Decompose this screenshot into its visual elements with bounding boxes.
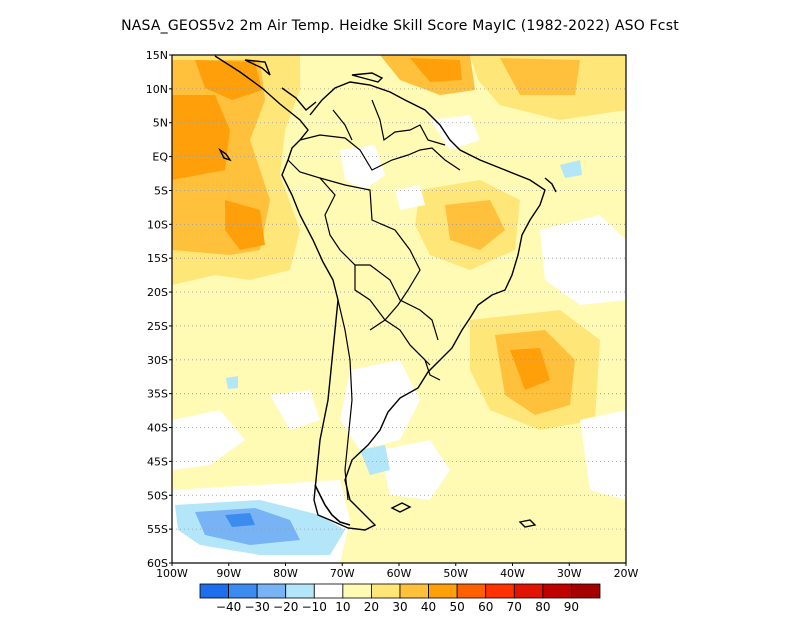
latitude-labels: 15N 10N 5N EQ 5S 10S 15S 20S 25S 30S 35S 40S 45S 50S 5… xyxy=(146,49,172,570)
lat-label: 35S xyxy=(147,388,168,401)
colorbar-swatch xyxy=(571,583,601,599)
longitude-labels: 100W 90W 80W 70W 60W 50W 40W 30W 20W xyxy=(156,563,639,580)
colorbar-swatch xyxy=(485,583,515,599)
lon-label: 90W xyxy=(216,567,241,580)
colorbar-swatch xyxy=(428,583,458,599)
lat-label: 10N xyxy=(146,83,168,96)
map-title: NASA_GEOS5v2 2m Air Temp. Heidke Skill S… xyxy=(121,18,679,34)
lat-label: 10S xyxy=(147,218,168,231)
lon-label: 40W xyxy=(500,567,525,580)
colorbar-swatch xyxy=(256,583,287,599)
lat-label: 15N xyxy=(146,49,168,62)
lon-label: 80W xyxy=(273,567,298,580)
lon-label: 70W xyxy=(330,567,355,580)
skill-score-field xyxy=(172,55,626,563)
lat-label: 40S xyxy=(147,422,168,435)
colorbar-swatch xyxy=(456,583,487,599)
colorbar-swatch xyxy=(542,583,572,599)
colorbar-label: 10 xyxy=(335,600,350,614)
lat-label: 50S xyxy=(147,489,168,502)
colorbar-swatch xyxy=(399,583,429,599)
colorbar-label: −30 xyxy=(244,600,269,614)
colorbar-swatch xyxy=(342,583,372,599)
lon-label: 50W xyxy=(443,567,468,580)
lat-label: 45S xyxy=(147,455,168,468)
colorbar-swatch xyxy=(313,583,344,599)
lon-label: 60W xyxy=(387,567,412,580)
lat-label: 60S xyxy=(147,557,168,570)
lat-label: 15S xyxy=(147,252,168,265)
lat-label: 20S xyxy=(147,286,168,299)
lon-label: 20W xyxy=(614,567,639,580)
colorbar-swatch xyxy=(513,583,544,599)
colorbar-label: 40 xyxy=(421,600,436,614)
lat-label: 5N xyxy=(153,117,168,130)
colorbar-label: 30 xyxy=(392,600,407,614)
lat-label: 5S xyxy=(154,184,168,197)
lat-label: EQ xyxy=(152,151,168,164)
colorbar-label: 20 xyxy=(364,600,379,614)
colorbar-label: −20 xyxy=(273,600,298,614)
colorbar-swatch xyxy=(371,583,401,599)
lon-label: 30W xyxy=(557,567,582,580)
colorbar: −40 −30 −20 −10 10 20 30 40 50 60 70 80 90 xyxy=(199,583,601,614)
colorbar-swatch xyxy=(199,583,229,599)
lat-label: 25S xyxy=(147,320,168,333)
colorbar-label: −40 xyxy=(216,600,241,614)
colorbar-label: 60 xyxy=(478,600,493,614)
colorbar-label: 80 xyxy=(535,600,550,614)
coastlines xyxy=(214,55,557,531)
colorbar-label: 50 xyxy=(450,600,465,614)
colorbar-label: −10 xyxy=(302,600,327,614)
lat-label: 55S xyxy=(147,523,168,536)
colorbar-swatch xyxy=(228,583,258,599)
colorbar-label: 90 xyxy=(564,600,579,614)
colorbar-swatch xyxy=(285,583,315,599)
lon-label: 100W xyxy=(156,567,188,580)
lat-label: 30S xyxy=(147,354,168,367)
colorbar-label: 70 xyxy=(507,600,522,614)
